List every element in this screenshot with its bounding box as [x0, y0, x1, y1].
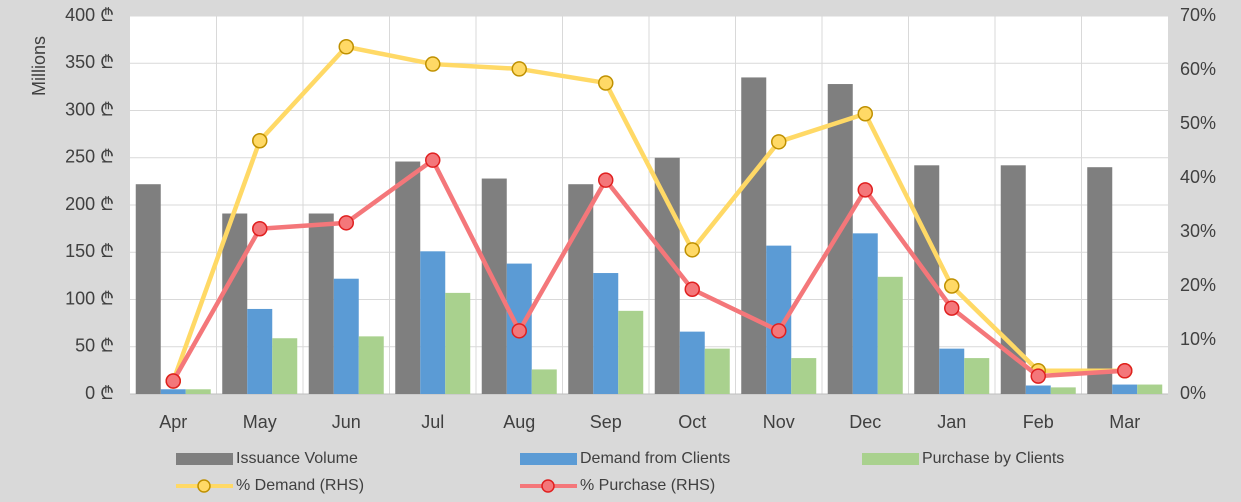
bar — [964, 358, 990, 394]
bar — [704, 348, 730, 394]
bar — [420, 251, 446, 394]
line-marker — [511, 323, 527, 339]
bar — [939, 348, 965, 394]
legend-swatch — [862, 453, 919, 465]
x-tick-label: Oct — [678, 412, 706, 432]
bar — [333, 278, 359, 394]
bar — [593, 273, 619, 394]
bar — [1087, 167, 1113, 394]
bar — [445, 292, 471, 394]
legend-marker — [541, 479, 555, 493]
y2-tick-label: 20% — [1180, 275, 1216, 295]
y-tick-label: 0 ₾ — [85, 383, 114, 403]
x-tick-label: Sep — [590, 412, 622, 432]
x-tick-label: Dec — [849, 412, 881, 432]
x-tick-label: Feb — [1023, 412, 1054, 432]
y-tick-label: 200 ₾ — [65, 194, 114, 214]
bar — [741, 77, 767, 395]
line-marker — [771, 134, 787, 150]
x-tick-label: Aug — [503, 412, 535, 432]
y2-tick-label: 30% — [1180, 221, 1216, 241]
y-tick-label: 300 ₾ — [65, 99, 114, 119]
x-tick-label: Jul — [421, 412, 444, 432]
y-tick-label: 250 ₾ — [65, 147, 114, 167]
line-marker — [857, 105, 873, 122]
line-series — [171, 157, 1125, 383]
y-tick-label: 50 ₾ — [75, 336, 114, 356]
bar — [395, 161, 421, 394]
y2-tick-label: 10% — [1180, 329, 1216, 349]
y-tick-label: 350 ₾ — [65, 52, 114, 72]
y-tick-label: 400 ₾ — [65, 5, 114, 25]
bar — [1050, 387, 1076, 394]
legend-label: % Purchase (RHS) — [580, 477, 715, 494]
legend-label: Demand from Clients — [580, 450, 730, 467]
y2-tick-label: 60% — [1180, 59, 1216, 79]
bar — [1025, 385, 1051, 394]
line-marker — [338, 39, 354, 55]
bar — [358, 336, 384, 394]
bar — [1000, 165, 1026, 394]
y-axis-title: Millions — [29, 36, 49, 96]
y-tick-label: 100 ₾ — [65, 288, 114, 308]
line-marker — [598, 75, 614, 91]
line-marker — [857, 182, 873, 198]
bar — [222, 213, 248, 394]
x-tick-label: Jan — [937, 412, 966, 432]
bar — [308, 213, 334, 394]
legend-swatch — [520, 453, 577, 465]
line-marker — [598, 172, 614, 188]
bar — [618, 310, 644, 394]
bar — [568, 184, 594, 394]
bar — [1112, 384, 1138, 394]
line-marker — [944, 300, 960, 316]
x-tick-label: Nov — [763, 412, 795, 432]
bar — [160, 389, 186, 394]
line-series — [171, 44, 1125, 382]
line-marker — [684, 242, 700, 258]
line-marker — [684, 281, 700, 297]
y-tick-label: 150 ₾ — [65, 241, 114, 261]
x-tick-label: Mar — [1109, 412, 1140, 432]
line-marker — [511, 61, 527, 77]
line-marker — [165, 373, 181, 389]
bar — [877, 276, 903, 394]
x-tick-label: Jun — [332, 412, 361, 432]
bar — [272, 338, 298, 394]
line-marker — [338, 215, 354, 231]
bar — [135, 184, 161, 394]
bar — [852, 233, 878, 394]
line-marker — [771, 323, 787, 339]
bar — [914, 165, 940, 394]
y2-tick-label: 70% — [1180, 5, 1216, 25]
legend-marker — [197, 479, 211, 493]
x-tick-label: May — [243, 412, 277, 432]
legend-label: % Demand (RHS) — [236, 477, 364, 494]
bar — [1137, 384, 1163, 394]
line-marker — [425, 152, 441, 168]
bar — [531, 369, 557, 394]
bar — [185, 389, 211, 394]
line-marker — [1117, 363, 1133, 379]
line-marker — [425, 56, 441, 72]
line-marker — [252, 221, 268, 237]
y2-tick-label: 40% — [1180, 167, 1216, 187]
bar — [827, 84, 853, 394]
bar — [247, 308, 273, 394]
legend-swatch — [176, 453, 233, 465]
y2-tick-label: 0% — [1180, 383, 1206, 403]
line-marker — [1030, 368, 1046, 384]
legend-label: Issuance Volume — [236, 450, 358, 467]
x-tick-label: Apr — [159, 412, 187, 432]
line-marker — [944, 278, 960, 294]
bar — [654, 157, 680, 394]
line-marker — [252, 132, 268, 149]
bar — [791, 358, 817, 394]
legend-label: Purchase by Clients — [922, 450, 1064, 467]
bar — [679, 331, 705, 394]
y2-tick-label: 50% — [1180, 113, 1216, 133]
